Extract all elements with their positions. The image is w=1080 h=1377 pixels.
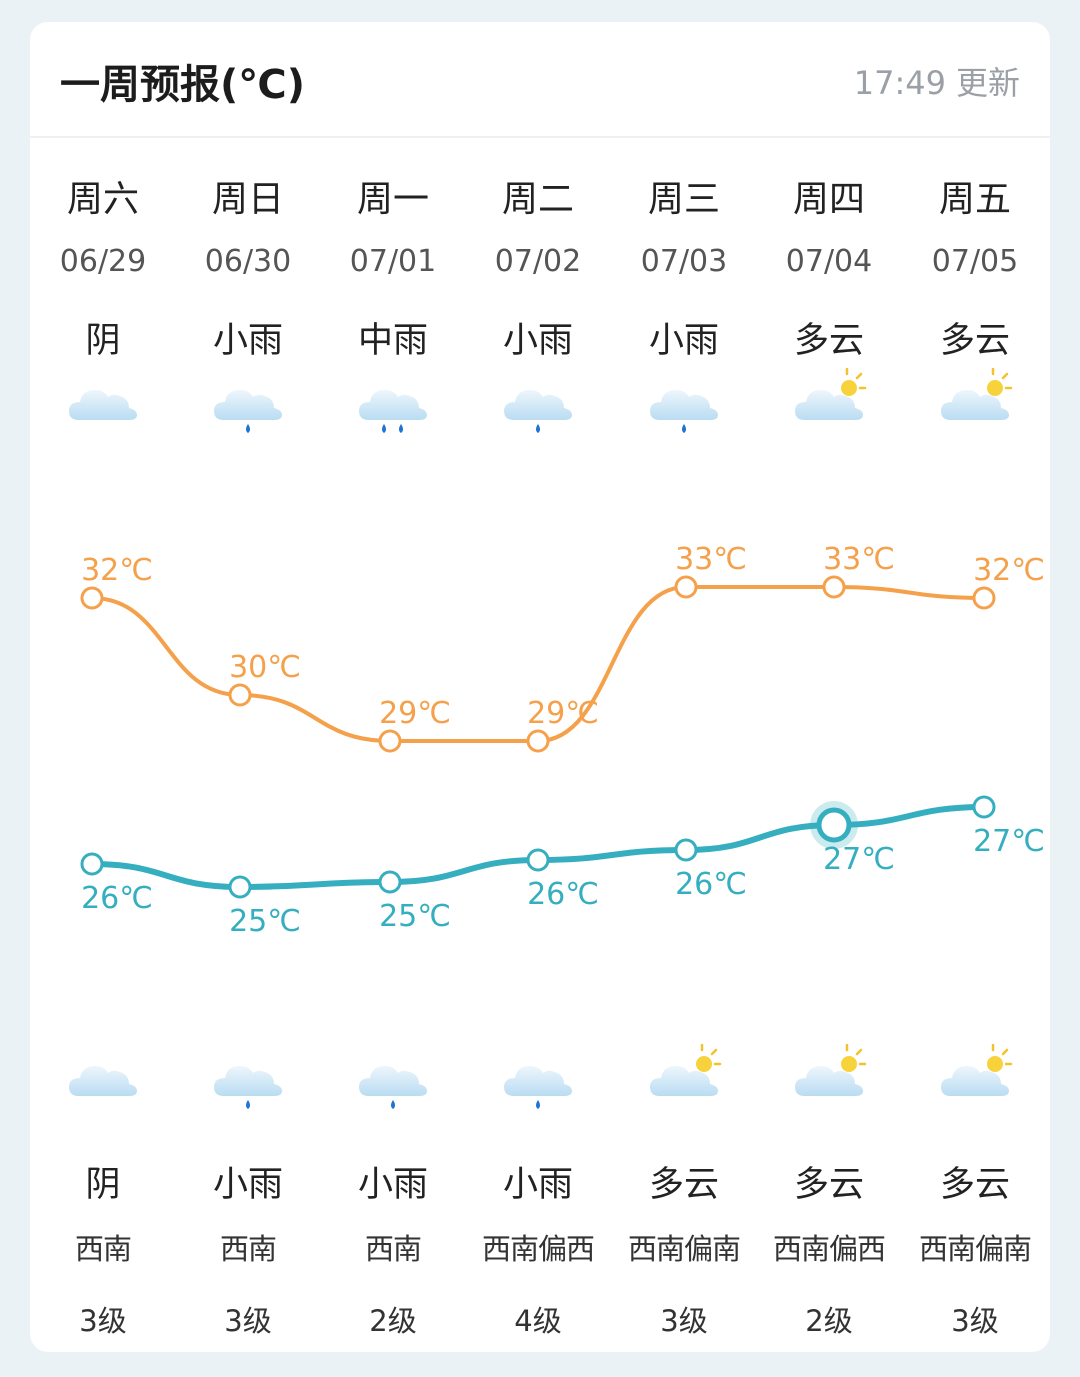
wind-level: 2级 <box>369 1304 417 1338</box>
wind-level: 3级 <box>79 1304 127 1338</box>
night-condition: 小雨 <box>502 1165 573 1205</box>
wind-direction: 西南偏西 <box>481 1232 595 1266</box>
date-label: 07/01 <box>349 244 437 279</box>
weekday-label: 周六 <box>66 179 139 220</box>
partly-cloudy-icon <box>789 367 869 438</box>
wind-direction: 西南 <box>219 1232 277 1266</box>
light-rain-icon <box>498 368 578 438</box>
light-rain-icon <box>208 1044 288 1114</box>
day-condition: 阴 <box>85 321 121 361</box>
date-label: 06/29 <box>59 244 147 279</box>
day-condition: 小雨 <box>648 321 719 361</box>
weekly-forecast-card: 一周预报(℃) 17:49 更新 周六 06/29 阴阴西南 3级 周日 06/30 小雨 小雨… <box>30 22 1050 1352</box>
wind-level: 3级 <box>951 1304 999 1338</box>
date-label: 07/03 <box>640 244 728 279</box>
day-condition: 小雨 <box>502 321 573 361</box>
partly-cloudy-icon <box>935 1043 1015 1114</box>
card-title: 一周预报(℃) <box>60 62 305 108</box>
night-condition: 阴 <box>85 1165 121 1205</box>
night-condition: 多云 <box>793 1165 864 1205</box>
day-condition: 多云 <box>939 321 1010 361</box>
wind-direction: 西南偏西 <box>772 1232 886 1266</box>
day-condition: 小雨 <box>212 321 283 361</box>
moderate-rain-icon <box>353 368 433 438</box>
weekday-label: 周日 <box>211 179 284 220</box>
night-condition: 多云 <box>939 1165 1010 1205</box>
day-condition: 多云 <box>793 321 864 361</box>
weekday-label: 周四 <box>792 179 865 220</box>
wind-direction: 西南 <box>364 1232 422 1266</box>
light-rain-icon <box>498 1044 578 1114</box>
date-label: 07/05 <box>931 244 1019 279</box>
wind-level: 3级 <box>660 1304 708 1338</box>
overcast-icon <box>63 368 143 438</box>
weekday-label: 周三 <box>647 179 720 220</box>
day-condition: 中雨 <box>357 321 428 361</box>
wind-level: 4级 <box>514 1304 562 1338</box>
light-rain-icon <box>644 368 724 438</box>
partly-cloudy-icon <box>935 367 1015 438</box>
update-time: 17:49 <box>853 64 946 102</box>
weekday-label: 周一 <box>356 179 429 220</box>
light-rain-icon <box>208 368 288 438</box>
card-header: 一周预报(℃) 17:49 更新 <box>30 22 1050 138</box>
wind-direction: 西南偏南 <box>627 1232 741 1266</box>
overcast-icon <box>63 1044 143 1114</box>
light-rain-icon <box>353 1044 433 1114</box>
date-label: 07/04 <box>785 244 873 279</box>
wind-direction: 西南偏南 <box>918 1232 1032 1266</box>
partly-cloudy-icon <box>789 1043 869 1114</box>
night-condition: 小雨 <box>357 1165 428 1205</box>
weekday-label: 周二 <box>501 179 574 220</box>
update-label: 更新 <box>955 64 1020 102</box>
date-label: 06/30 <box>204 244 292 279</box>
wind-direction: 西南 <box>74 1232 132 1266</box>
weekday-label: 周五 <box>938 179 1011 220</box>
wind-level: 3级 <box>224 1304 272 1338</box>
date-label: 07/02 <box>494 244 582 279</box>
wind-level: 2级 <box>805 1304 853 1338</box>
partly-cloudy-icon <box>644 1043 724 1114</box>
night-condition: 小雨 <box>212 1165 283 1205</box>
night-condition: 多云 <box>648 1165 719 1205</box>
update-info: 17:49 更新 <box>854 58 1020 104</box>
